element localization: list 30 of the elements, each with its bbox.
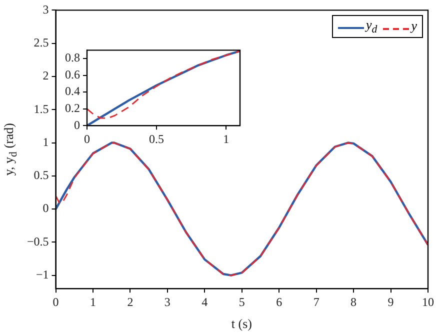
y-tick-label: 0.6	[65, 67, 80, 82]
y-tick-label: 0	[74, 118, 80, 132]
x-tick-label: 2	[127, 294, 134, 309]
legend-label: y	[411, 18, 417, 34]
y-tick-label: 1.5	[34, 102, 49, 116]
x-tick-label: 10	[422, 294, 434, 309]
y-tick-label: 2.5	[34, 36, 49, 50]
y-tick-label: −1	[36, 268, 49, 282]
x-tick-label: 0	[52, 294, 59, 309]
y-tick-label: 0.2	[65, 101, 80, 115]
x-tick-label: 5	[238, 294, 245, 309]
y-tick-label: 3	[42, 2, 49, 16]
y-tick-label: 2	[42, 68, 49, 83]
x-tick-label: 4	[202, 294, 208, 309]
x-tick-label: 1	[90, 294, 96, 309]
y-tick-label: 0	[42, 201, 49, 216]
legend-label: y$_{d}$	[366, 17, 378, 36]
x-tick-label: 0.5	[149, 132, 164, 146]
x-tick-label: 8	[350, 294, 357, 309]
x-axis-title: t (s)	[231, 316, 252, 332]
x-tick-label: 9	[388, 294, 394, 309]
x-tick-label: 1	[223, 132, 230, 146]
y-tick-label: 0.5	[34, 168, 49, 182]
x-tick-label: 7	[313, 294, 320, 309]
x-tick-label: 0	[84, 132, 90, 146]
y-tick-label: 0.8	[65, 50, 80, 65]
x-tick-label: 3	[164, 294, 170, 309]
y-tick-label: −0.5	[26, 234, 49, 248]
y-tick-label: 0.4	[65, 84, 80, 98]
x-tick-label: 6	[276, 294, 282, 309]
